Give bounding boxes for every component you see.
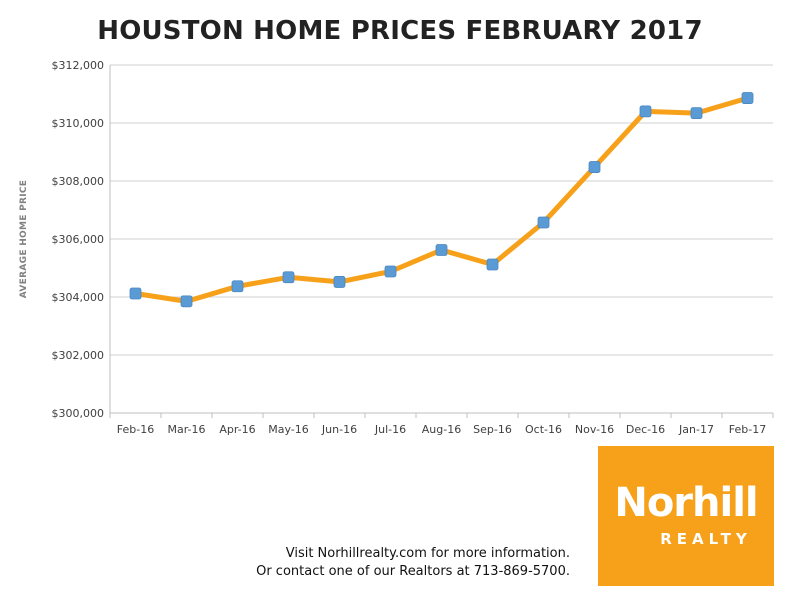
gridlines (110, 64, 773, 356)
x-tick-label: Dec-16 (626, 423, 665, 436)
y-tick-label: $300,000 (52, 407, 105, 420)
x-tick-label: Sep-16 (473, 423, 512, 436)
data-point-marker (486, 258, 499, 271)
y-tick-label: $302,000 (52, 349, 105, 362)
data-point-marker (333, 276, 346, 288)
data-point-marker (741, 92, 754, 104)
y-tick-labels: $300,000 $302,000 $304,000 $306,000 $308,000… (52, 59, 105, 420)
axes (109, 65, 774, 418)
y-tick-label: $308,000 (52, 175, 105, 188)
data-point-marker (639, 105, 652, 118)
x-tick-label: Aug-16 (422, 423, 461, 436)
contact-line-website: Visit Norhillrealty.com for more informa… (285, 546, 570, 561)
logo-name: Norhill (614, 480, 758, 526)
series-markers (129, 92, 754, 308)
series-line (133, 95, 750, 304)
y-tick-label: $304,000 (52, 291, 105, 304)
x-tick-label: Apr-16 (219, 423, 255, 436)
data-point-marker (588, 161, 601, 173)
y-tick-label: $312,000 (52, 59, 105, 72)
data-point-marker (690, 107, 703, 120)
x-tick-label: Jul-16 (374, 423, 406, 436)
data-point-marker (129, 287, 142, 300)
y-axis-label: AVERAGE HOME PRICE (19, 180, 29, 298)
chart-title: HOUSTON HOME PRICES FEBRUARY 2017 (97, 16, 703, 46)
series-line-group (133, 95, 750, 304)
x-tick-label: Jun-16 (321, 423, 357, 436)
logo-subtitle: REALTY (660, 530, 752, 548)
x-tick-label: Jan-17 (678, 423, 714, 436)
x-tick-label: Nov-16 (575, 423, 614, 436)
x-tick-label: May-16 (268, 423, 309, 436)
y-tick-label: $306,000 (52, 233, 105, 246)
data-point-marker (537, 216, 550, 229)
x-tick-label: Feb-17 (729, 423, 766, 436)
x-tick-labels: Feb-16 Mar-16 Apr-16 May-16 Jun-16 Jul-16 Aug-… (117, 423, 766, 436)
data-point-marker (384, 265, 397, 278)
data-point-marker (282, 271, 295, 284)
x-tick-label: Feb-16 (117, 423, 154, 436)
data-point-marker (180, 295, 193, 308)
data-point-marker (435, 244, 448, 256)
x-tick-label: Oct-16 (525, 423, 562, 436)
contact-line-phone: Or contact one of our Realtors at 713-86… (256, 564, 570, 579)
x-tick-label: Mar-16 (167, 423, 205, 436)
y-tick-label: $310,000 (52, 117, 105, 130)
data-point-marker (231, 280, 244, 293)
norhill-realty-logo: Norhill REALTY (598, 446, 774, 586)
